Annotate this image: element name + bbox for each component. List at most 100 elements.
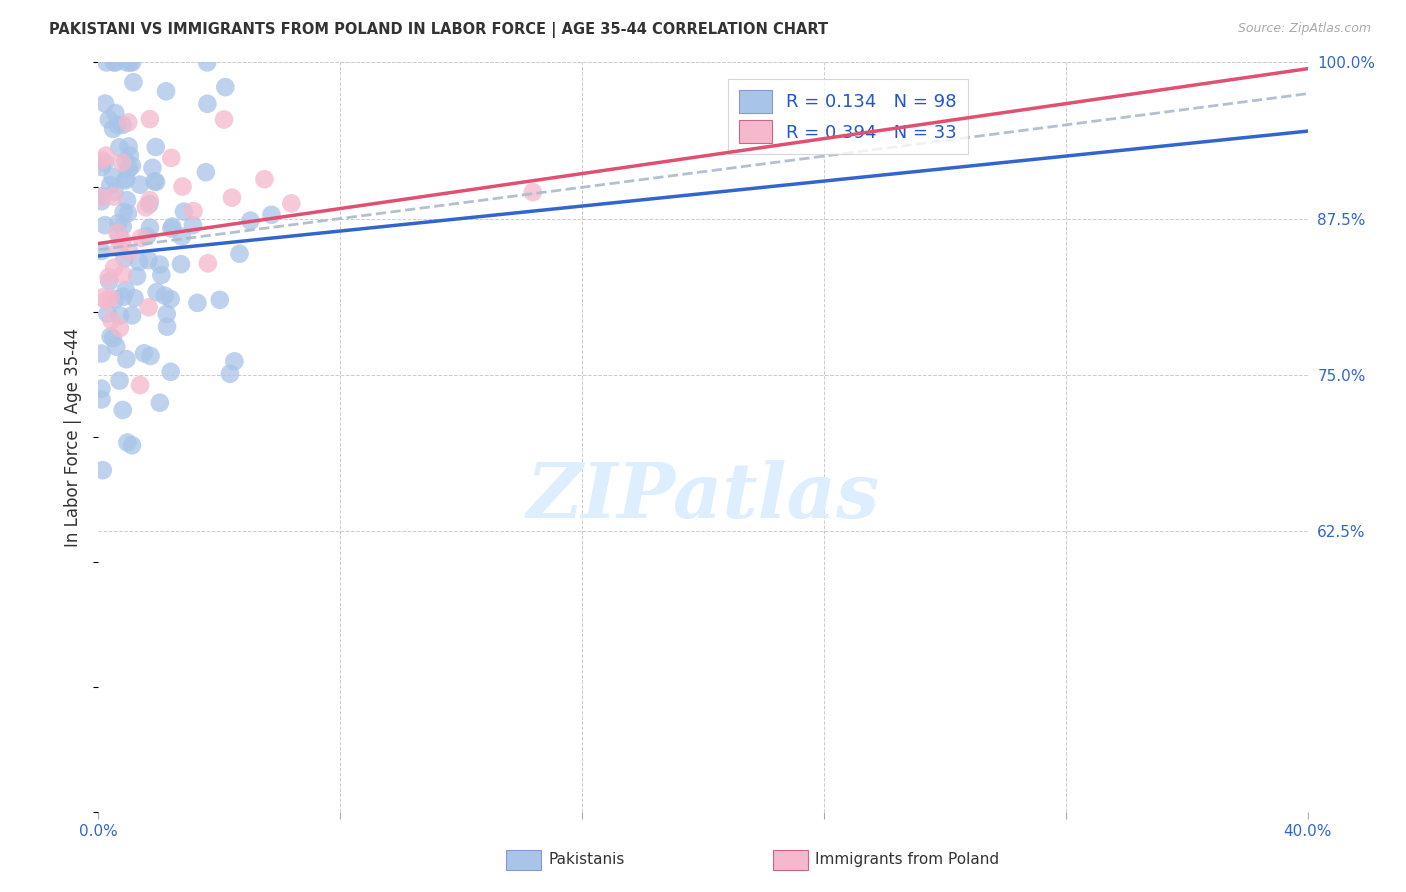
Point xyxy=(103,55,125,70)
Point xyxy=(90,153,112,168)
Point xyxy=(104,292,127,306)
Point xyxy=(162,219,184,234)
Point xyxy=(136,229,159,244)
Point xyxy=(117,115,139,129)
Point xyxy=(170,257,193,271)
Point xyxy=(90,190,112,204)
Point xyxy=(183,204,205,219)
Point xyxy=(280,196,302,211)
Point xyxy=(197,96,219,111)
Point xyxy=(224,354,246,368)
Text: Source: ZipAtlas.com: Source: ZipAtlas.com xyxy=(1237,22,1371,36)
Point xyxy=(124,291,146,305)
Point xyxy=(107,226,129,240)
Point xyxy=(253,172,276,186)
Point xyxy=(94,155,117,169)
Point xyxy=(219,367,242,381)
Point xyxy=(117,162,139,177)
Point xyxy=(141,161,163,175)
Point xyxy=(103,189,125,203)
Point xyxy=(94,96,117,111)
Point xyxy=(97,270,120,285)
Point xyxy=(138,253,160,268)
Text: PAKISTANI VS IMMIGRANTS FROM POLAND IN LABOR FORCE | AGE 35-44 CORRELATION CHART: PAKISTANI VS IMMIGRANTS FROM POLAND IN L… xyxy=(49,22,828,38)
Point xyxy=(90,382,112,396)
Point xyxy=(114,283,136,297)
Point xyxy=(112,205,135,219)
Point xyxy=(104,55,127,70)
Point xyxy=(100,313,122,327)
Point xyxy=(145,175,167,189)
Point xyxy=(522,185,544,199)
Point xyxy=(101,331,124,345)
Point xyxy=(104,106,127,120)
Point xyxy=(114,154,136,169)
Point xyxy=(98,178,121,192)
Point xyxy=(111,234,134,248)
Point xyxy=(96,307,118,321)
Point xyxy=(107,118,129,132)
Point xyxy=(97,112,120,127)
Point xyxy=(160,151,183,165)
Point xyxy=(156,319,179,334)
Point xyxy=(129,231,152,245)
Point xyxy=(173,204,195,219)
Point xyxy=(90,160,112,174)
Point xyxy=(117,139,139,153)
Point xyxy=(135,200,157,214)
Point xyxy=(239,213,262,227)
Point xyxy=(101,122,124,136)
Point xyxy=(153,288,176,302)
Point xyxy=(143,174,166,188)
Point xyxy=(160,221,183,235)
Point xyxy=(114,252,136,266)
Point xyxy=(90,244,112,258)
Point xyxy=(122,75,145,89)
Point xyxy=(112,290,135,304)
Point xyxy=(111,219,134,234)
Point xyxy=(214,80,236,95)
Point xyxy=(121,309,143,323)
Point xyxy=(121,159,143,173)
Point xyxy=(105,340,128,354)
Point xyxy=(150,268,173,282)
Point xyxy=(91,189,114,203)
Legend: R = 0.134   N = 98, R = 0.394   N = 33: R = 0.134 N = 98, R = 0.394 N = 33 xyxy=(728,79,967,154)
Point xyxy=(197,256,219,270)
Point xyxy=(90,194,112,209)
Point xyxy=(260,208,283,222)
Point xyxy=(111,403,134,417)
Point xyxy=(96,55,118,70)
Point xyxy=(107,216,129,230)
Point xyxy=(111,118,134,132)
Point xyxy=(159,365,181,379)
Point xyxy=(155,84,177,98)
Point xyxy=(115,171,138,186)
Point xyxy=(221,190,243,204)
Point xyxy=(138,197,160,211)
Point xyxy=(129,378,152,392)
Point xyxy=(100,291,122,305)
Point xyxy=(194,165,217,179)
Point xyxy=(145,285,167,299)
Point xyxy=(128,255,150,269)
Point xyxy=(118,161,141,176)
Point xyxy=(145,140,167,154)
Point xyxy=(228,246,250,260)
Point xyxy=(132,346,155,360)
Point xyxy=(103,260,125,275)
Text: Immigrants from Poland: Immigrants from Poland xyxy=(815,853,1000,867)
Point xyxy=(98,274,121,288)
Point xyxy=(125,269,148,284)
Point xyxy=(118,148,141,162)
Point xyxy=(90,392,112,407)
Point xyxy=(208,293,231,307)
Point xyxy=(181,218,204,232)
Point xyxy=(186,296,208,310)
Point xyxy=(100,329,122,343)
Point xyxy=(138,193,160,207)
Point xyxy=(108,241,131,255)
Point xyxy=(91,291,114,305)
Point xyxy=(101,169,124,184)
Point xyxy=(94,148,117,162)
